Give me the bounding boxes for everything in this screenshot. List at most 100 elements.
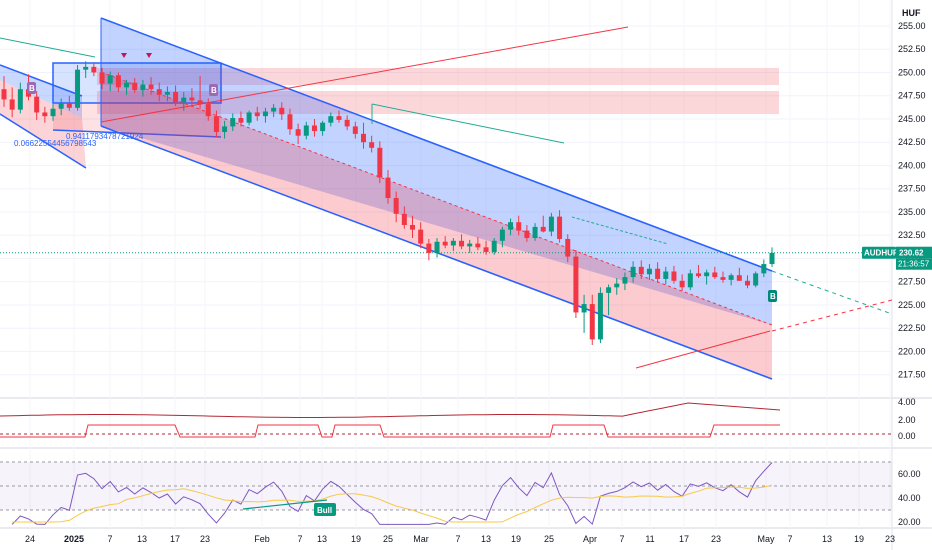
price-tick-label: 222.50 — [898, 323, 926, 333]
time-tick-label: 13 — [317, 534, 327, 544]
candle-body — [508, 222, 514, 230]
symbol-badge-text: AUDHUF — [864, 249, 898, 258]
time-tick-label: 23 — [885, 534, 895, 544]
time-tick-label: 17 — [170, 534, 180, 544]
candle-body — [687, 273, 693, 288]
time-tick-label: 13 — [481, 534, 491, 544]
candle-body — [434, 241, 440, 253]
candle-body — [369, 142, 375, 148]
price-tick-label: 252.50 — [898, 44, 926, 54]
price-badge — [896, 246, 932, 259]
trendline-red-rising — [100, 26, 629, 123]
candle-body — [344, 119, 350, 127]
channel-extension-green — [771, 270, 893, 315]
time-tick-label: Apr — [583, 534, 597, 544]
candle-body — [230, 118, 236, 127]
bull-badge-text: Bull — [317, 506, 332, 515]
atr-line — [0, 402, 781, 418]
indicator-tick-label: 4.00 — [898, 397, 916, 407]
sell-marker — [121, 53, 127, 58]
candle-body — [164, 91, 170, 95]
main-channel-upper-fill — [101, 18, 772, 325]
time-tick-label: 19 — [854, 534, 864, 544]
candle-body — [671, 271, 677, 281]
candle-body — [393, 198, 399, 214]
signal-badge — [209, 84, 218, 96]
candle-body — [17, 89, 23, 110]
candle-body — [91, 66, 97, 73]
chart-drawings — [0, 17, 893, 380]
sell-marker — [146, 53, 152, 58]
time-tick-label: 13 — [137, 534, 147, 544]
candle-body — [769, 252, 775, 265]
countdown-badge — [896, 258, 932, 270]
candle-body — [663, 271, 669, 279]
candle-body — [83, 66, 89, 70]
rsi-tick-label: 20.00 — [898, 517, 921, 527]
candle-body — [426, 243, 432, 253]
time-tick-label: 7 — [619, 534, 624, 544]
candle-body — [238, 118, 244, 123]
candle-body — [287, 114, 293, 130]
candle-body — [115, 75, 121, 88]
candle-body — [753, 273, 759, 286]
candle-body — [459, 240, 465, 247]
candle-body — [156, 89, 162, 95]
fib-label-2: 0.06622554456798543 — [14, 139, 97, 148]
candle-body — [328, 116, 334, 123]
candle-body — [418, 229, 424, 244]
main-channel-top — [100, 17, 773, 272]
candle-body — [107, 75, 113, 84]
indicator-tick-label: 0.00 — [898, 431, 916, 441]
indicator-tick-label: 2.00 — [898, 415, 916, 425]
divergence-line — [242, 499, 328, 510]
candle-body — [410, 224, 416, 230]
time-tick-label: 2025 — [64, 534, 84, 544]
candle-body — [50, 108, 56, 117]
signal-badge-text: B — [211, 86, 217, 95]
price-tick-label: 255.00 — [898, 21, 926, 31]
candle-body — [42, 112, 48, 117]
candle-body — [597, 292, 603, 340]
candle-body — [695, 273, 701, 277]
signal-badge — [27, 82, 36, 94]
candle-body — [646, 268, 652, 275]
signal-badge-text: B — [29, 84, 35, 93]
time-tick-label: 25 — [383, 534, 393, 544]
rsi-tick-label: 60.00 — [898, 469, 921, 479]
candle-body — [442, 241, 448, 246]
candle-body — [34, 96, 40, 113]
candle-body — [320, 122, 326, 132]
price-tick-label: 220.00 — [898, 346, 926, 356]
candle-body — [9, 99, 15, 110]
resistance-zone-bottom — [97, 91, 779, 114]
candle-body — [262, 111, 268, 117]
candle-body — [124, 82, 130, 88]
candle-body — [679, 280, 685, 288]
time-axis[interactable]: 24 2025 7 13 17 23 Feb 7 13 19 25 Mar 7 13 19 25 Apr 7 11 1… — [25, 534, 895, 544]
price-tick-label: 235.00 — [898, 207, 926, 217]
signal-badge — [768, 290, 777, 302]
time-tick-label: Mar — [413, 534, 429, 544]
candle-body — [475, 243, 481, 248]
price-badge-text: 230.62 — [899, 249, 924, 258]
rsi-tick-label: 40.00 — [898, 493, 921, 503]
price-tick-label: 217.50 — [898, 370, 926, 380]
price-tick-label: 225.00 — [898, 300, 926, 310]
candle-body — [589, 304, 595, 340]
left-channel-top — [0, 64, 83, 97]
candle-body — [565, 238, 571, 257]
bull-badge — [314, 503, 336, 516]
candle-body — [638, 266, 644, 275]
candle-body — [1, 89, 7, 100]
range-box-bottom — [52, 129, 222, 138]
candle-body — [66, 103, 72, 108]
candle-body — [222, 126, 228, 132]
candle-body — [524, 230, 530, 239]
candle-body — [197, 100, 203, 105]
indicator-panes — [0, 402, 892, 526]
candle-body — [246, 112, 252, 123]
price-axis[interactable]: 217.50220.00222.50225.00227.50230.00232.… — [862, 8, 932, 527]
